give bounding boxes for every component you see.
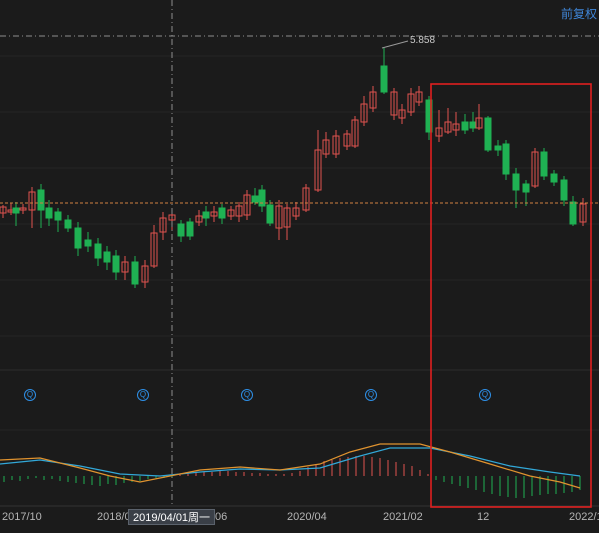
candle-down	[469, 121, 477, 129]
candle-down	[37, 189, 45, 211]
candle-down	[266, 204, 274, 224]
macd-dif-line	[0, 447, 581, 477]
candle-up	[302, 187, 310, 211]
crosshair-date-label: 2019/04/01周一	[128, 509, 216, 525]
candle-up	[210, 211, 218, 217]
candle-up	[314, 149, 322, 191]
candle-down	[202, 211, 210, 219]
candle-down	[512, 173, 520, 191]
candle-down	[522, 183, 530, 193]
candle-down	[12, 207, 20, 214]
candle-down	[84, 239, 92, 247]
candle-down	[380, 65, 388, 93]
x-axis-tick: 2017/10	[2, 511, 42, 523]
x-axis-tick: 2022/1	[569, 511, 599, 523]
event-marker-q-icon[interactable]: Q	[137, 389, 149, 401]
candle-down	[550, 173, 558, 183]
candle-down	[502, 143, 510, 175]
candle-up	[227, 209, 235, 217]
candle-up	[531, 151, 539, 187]
peak-leader-line	[381, 40, 409, 49]
event-marker-q-icon[interactable]: Q	[479, 389, 491, 401]
candle-down	[461, 121, 469, 131]
macd-panel	[0, 443, 581, 498]
candle-up	[435, 127, 443, 137]
x-axis-tick: 12	[477, 511, 490, 523]
candle-up	[475, 117, 483, 129]
candle-down	[425, 99, 433, 133]
candle-up	[322, 139, 330, 155]
candle-up	[0, 206, 7, 214]
candles	[0, 48, 587, 288]
candle-up	[283, 207, 291, 228]
x-axis-tick: /06	[212, 511, 228, 523]
event-marker-q-icon[interactable]: Q	[241, 389, 253, 401]
candle-down	[560, 179, 568, 201]
candle-down	[94, 243, 102, 259]
candle-up	[19, 207, 27, 211]
candle-down	[45, 207, 53, 219]
candle-down	[177, 223, 185, 237]
candle-up	[159, 217, 167, 233]
candle-down	[540, 151, 548, 177]
candle-up	[275, 205, 283, 229]
grid-lines	[0, 55, 599, 507]
candle-up	[579, 203, 587, 223]
macd-dea-line	[0, 443, 581, 489]
event-marker-q-icon[interactable]: Q	[365, 389, 377, 401]
candle-up	[452, 123, 460, 131]
x-axis-tick: 2018/0	[97, 511, 131, 523]
selection-box	[430, 83, 592, 508]
candle-up	[168, 214, 176, 221]
candle-up	[292, 207, 300, 217]
candle-down	[112, 255, 120, 273]
candle-up	[243, 194, 251, 216]
candle-up	[235, 205, 243, 217]
candle-down	[251, 195, 259, 203]
candle-up	[150, 232, 158, 267]
candle-up	[415, 91, 423, 103]
candle-up	[390, 91, 398, 116]
candle-down	[64, 219, 72, 229]
price-adjust-toggle[interactable]: 前复权	[560, 7, 597, 21]
candle-up	[332, 135, 340, 155]
candle-up	[343, 133, 351, 147]
candle-up	[369, 91, 377, 109]
candle-down	[131, 261, 139, 285]
candle-down	[569, 201, 577, 225]
candle-down	[258, 189, 266, 207]
candle-up	[141, 265, 149, 283]
candle-up	[444, 121, 452, 133]
candle-down	[484, 117, 492, 151]
candle-down	[494, 145, 502, 151]
candle-down	[103, 251, 111, 263]
candle-down	[186, 221, 194, 237]
x-axis-tick: 2020/04	[287, 511, 327, 523]
x-axis-tick: 2021/02	[383, 511, 423, 523]
candle-up	[360, 103, 368, 123]
candle-up	[351, 119, 359, 147]
candle-up	[195, 215, 203, 223]
candle-up	[121, 261, 129, 273]
candle-down	[54, 211, 62, 221]
event-marker-q-icon[interactable]: Q	[24, 389, 36, 401]
candle-up	[407, 93, 415, 113]
candle-up	[28, 191, 36, 211]
overlays	[0, 0, 599, 508]
peak-price-label: 5.858	[410, 35, 436, 46]
candle-down	[74, 227, 82, 249]
candle-up	[398, 109, 406, 119]
candle-down	[218, 207, 226, 219]
